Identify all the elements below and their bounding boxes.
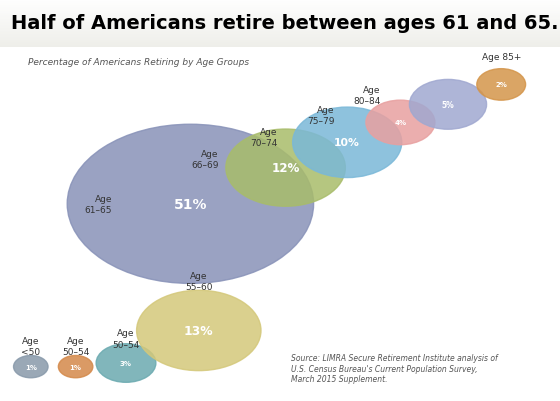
Bar (0, 33, 560, 34)
Bar (0, 4, 560, 5)
Bar (0, 24, 560, 25)
Text: 4%: 4% (394, 120, 407, 126)
Text: Age
<50: Age <50 (21, 336, 40, 356)
Bar (0, 5, 560, 6)
Bar (0, 29, 560, 30)
Bar (0, 0, 560, 1)
Circle shape (366, 101, 435, 145)
Text: Age
66–69: Age 66–69 (191, 149, 218, 169)
Bar (0, 30, 560, 31)
Bar (0, 20, 560, 21)
Bar (0, 46, 560, 47)
Circle shape (67, 125, 314, 284)
Text: 3%: 3% (120, 360, 132, 366)
Bar (0, 38, 560, 39)
Circle shape (293, 108, 402, 178)
Text: Age
75–79: Age 75–79 (307, 106, 335, 126)
Bar (0, 12, 560, 14)
Text: Age
61–65: Age 61–65 (85, 194, 112, 214)
Text: 12%: 12% (272, 162, 300, 175)
Circle shape (409, 80, 487, 130)
Text: Age
80–84: Age 80–84 (353, 86, 381, 106)
Bar (0, 36, 560, 38)
Bar (0, 26, 560, 27)
Bar (0, 6, 560, 7)
Bar (0, 27, 560, 28)
Bar (0, 8, 560, 9)
Bar (0, 44, 560, 45)
Circle shape (13, 356, 48, 378)
Bar (0, 19, 560, 20)
Bar (0, 43, 560, 44)
Circle shape (96, 344, 156, 383)
Bar (0, 21, 560, 22)
Bar (0, 32, 560, 33)
Text: 5%: 5% (442, 101, 454, 109)
Text: 2%: 2% (495, 82, 507, 88)
Bar (0, 34, 560, 36)
Bar (0, 31, 560, 32)
Circle shape (477, 69, 526, 101)
Text: 1%: 1% (25, 364, 37, 370)
Bar (0, 16, 560, 17)
Bar (0, 39, 560, 41)
Bar (0, 17, 560, 18)
Circle shape (58, 356, 93, 378)
Text: Age 85+: Age 85+ (482, 53, 521, 62)
Text: Source: LIMRA Secure Retirement Institute analysis of
U.S. Census Bureau's Curre: Source: LIMRA Secure Retirement Institut… (291, 353, 498, 383)
Bar (0, 23, 560, 24)
Bar (0, 47, 560, 48)
Bar (0, 15, 560, 16)
Bar (0, 7, 560, 8)
Bar (0, 10, 560, 12)
Text: Age
50–54: Age 50–54 (62, 336, 89, 356)
Bar (0, 14, 560, 15)
Circle shape (137, 291, 261, 371)
Text: Age
50–54: Age 50–54 (113, 329, 139, 348)
Bar (0, 9, 560, 10)
Text: Half of Americans retire between ages 61 and 65.: Half of Americans retire between ages 61… (11, 14, 559, 33)
Text: 13%: 13% (184, 324, 213, 337)
Bar (0, 41, 560, 43)
Text: 51%: 51% (174, 197, 207, 211)
Bar (0, 25, 560, 26)
Text: Age
70–74: Age 70–74 (250, 128, 277, 148)
Bar (0, 28, 560, 29)
Bar (0, 3, 560, 4)
Text: 1%: 1% (69, 364, 82, 370)
Bar (0, 1, 560, 2)
Text: Age
55–60: Age 55–60 (185, 271, 213, 291)
Text: Percentage of Americans Retiring by Age Groups: Percentage of Americans Retiring by Age … (28, 58, 249, 67)
Bar (0, 22, 560, 23)
Bar (0, 2, 560, 3)
Bar (0, 45, 560, 46)
Bar (0, 18, 560, 19)
Circle shape (226, 130, 346, 207)
Text: 10%: 10% (334, 138, 360, 148)
